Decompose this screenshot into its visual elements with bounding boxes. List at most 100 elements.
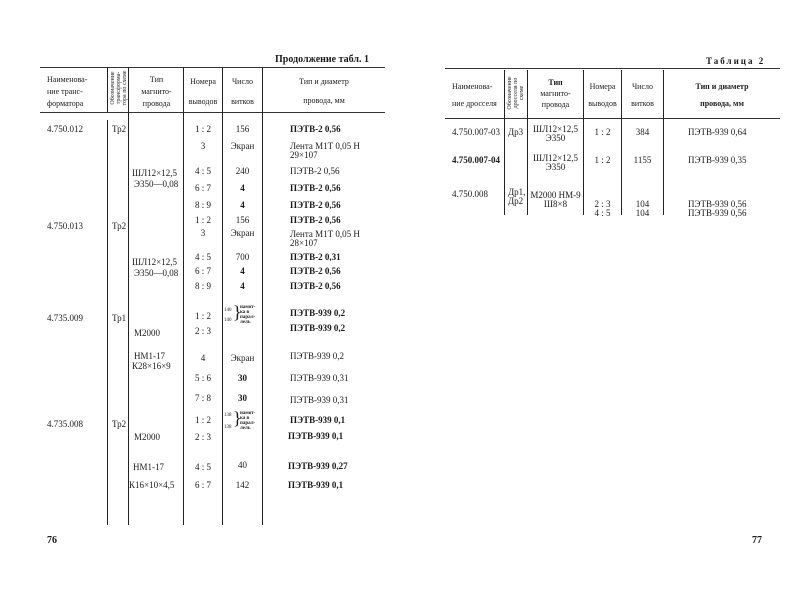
core-type: К28×16×9 — [132, 361, 171, 371]
wire-type: ПЭТВ-939 0,1 — [288, 431, 344, 441]
header-wire: Тип и диаметр — [695, 82, 749, 91]
divider — [183, 67, 184, 525]
turns: 142 — [235, 480, 250, 490]
divider — [504, 70, 505, 215]
wire-type: ПЭТВ-939 0,31 — [290, 395, 349, 405]
terminals: 4 : 5 — [594, 208, 611, 218]
designation: Тр2 — [112, 124, 127, 134]
terminals: 6 : 7 — [194, 183, 211, 193]
divider — [621, 70, 622, 215]
table-caption: Продолжение табл. 1 — [275, 54, 370, 65]
header-name: форматора — [47, 99, 84, 108]
wire-type: ПЭТВ-939 0,31 — [290, 373, 349, 383]
table-caption: Таблица 2 — [706, 56, 766, 66]
header-wire: провода, мм — [700, 99, 744, 108]
designation: Тр2 — [112, 419, 127, 429]
terminals: 2 : 3 — [594, 199, 611, 209]
choke-name: 4.750.007-04 — [452, 155, 500, 165]
turns: 4 — [240, 266, 245, 276]
turns: 1155 — [633, 155, 652, 165]
header-turns: витков — [631, 99, 654, 108]
wire-type: ПЭТВ-939 0,2 — [290, 308, 346, 318]
choke-name: 4.750.008 — [452, 189, 488, 199]
transformer-name: 4.750.013 — [47, 221, 83, 231]
turns: 4 — [240, 200, 245, 210]
wire-type: ПЭТВ-939 0,35 — [688, 155, 747, 165]
core-type: М2000 — [134, 328, 161, 338]
divider — [107, 67, 108, 112]
header-name: ние дросселя — [452, 99, 497, 108]
turns: Экран — [230, 141, 255, 151]
wire-type: ПЭТВ-939 0,2 — [290, 351, 344, 361]
divider — [222, 67, 223, 525]
transformer-name: 4.735.008 — [47, 419, 83, 429]
header-bottom-rule — [445, 118, 780, 119]
terminals: 8 : 9 — [194, 200, 211, 210]
wire-type: ПЭТВ-2 0,56 — [290, 200, 341, 210]
turns: 156 — [235, 215, 250, 225]
header-wire: провода, мм — [303, 96, 345, 105]
terminals: 1 : 2 — [194, 215, 211, 225]
terminals: 3 — [200, 228, 206, 238]
header-name: Наименова- — [47, 75, 88, 84]
header-turns: Число — [631, 82, 654, 91]
wire-type: ПЭТВ-939 0,56 — [688, 208, 747, 218]
core-type: ШЛ12×12,5 — [132, 257, 178, 267]
turns: 4 — [240, 281, 245, 291]
header-top-rule — [445, 68, 780, 69]
turns: 240 — [235, 166, 250, 176]
turns: Экран — [230, 228, 255, 238]
header-name: ние транс- — [47, 87, 83, 96]
parallel-note: намот-ка в парал-лель — [240, 411, 256, 431]
divider — [262, 67, 263, 525]
terminals: 8 : 9 — [194, 281, 211, 291]
divider — [583, 70, 584, 215]
header-core: Тип — [548, 78, 563, 87]
terminals: 1 : 2 — [194, 311, 211, 321]
core-type: ШЛ12×12,5 — [532, 153, 578, 163]
terminals: 4 : 5 — [194, 166, 211, 176]
designation: Др2 — [508, 196, 524, 206]
core-type: Э350—0,08 — [134, 179, 179, 189]
wire-type: ПЭТВ-2 0,31 — [290, 252, 341, 262]
header-terminals: Номера — [190, 77, 216, 86]
transformer-name: 4.750.012 — [47, 124, 83, 134]
core-type: ШЛ12×12,5 — [132, 168, 178, 178]
core-type: ШЛ12×12,5 — [532, 124, 578, 134]
wire-type: 28×107 — [290, 238, 318, 248]
turns: 40 — [238, 460, 247, 470]
wire-type: ПЭТВ-2 0,56 — [290, 281, 341, 291]
divider — [527, 70, 528, 215]
parallel-note: намот-ка в парал-лель — [240, 305, 256, 325]
wire-type: ПЭТВ-939 0,64 — [688, 127, 747, 137]
core-type: К16×10×4,5 — [129, 480, 175, 490]
core-type: М2000 НМ-9 — [530, 190, 581, 200]
turns: 140 — [224, 308, 232, 313]
terminals: 3 — [200, 141, 206, 151]
turns: 4 — [240, 183, 245, 193]
page-number: 76 — [47, 535, 57, 546]
terminals: 1 : 2 — [194, 124, 211, 134]
terminals: 2 : 3 — [194, 432, 211, 442]
header-bottom-rule — [40, 112, 385, 113]
core-type: Э350 — [545, 162, 566, 172]
header-core: провода — [142, 99, 171, 108]
wire-type: ПЭТВ-939 0,27 — [288, 461, 348, 471]
header-core: магнито- — [540, 89, 571, 98]
header-terminals: Номера — [589, 82, 616, 91]
designation: Др1, — [508, 187, 526, 197]
terminals: 1 : 2 — [194, 415, 211, 425]
turns: 140 — [224, 318, 232, 323]
turns: 138 — [224, 413, 232, 418]
page-number: 77 — [752, 535, 762, 546]
turns: 156 — [235, 124, 250, 134]
designation: Тр1 — [112, 313, 127, 323]
terminals: 4 : 5 — [194, 462, 211, 472]
header-top-rule — [40, 67, 385, 68]
wire-type: ПЭТВ-2 0,56 — [290, 124, 341, 134]
terminals: 5 : 6 — [194, 373, 211, 383]
header-turns: Число — [231, 77, 254, 86]
header-name: Наименова- — [452, 82, 493, 91]
wire-type: ПЭТВ-2 0,56 — [290, 183, 341, 193]
terminals: 1 : 2 — [594, 127, 611, 137]
